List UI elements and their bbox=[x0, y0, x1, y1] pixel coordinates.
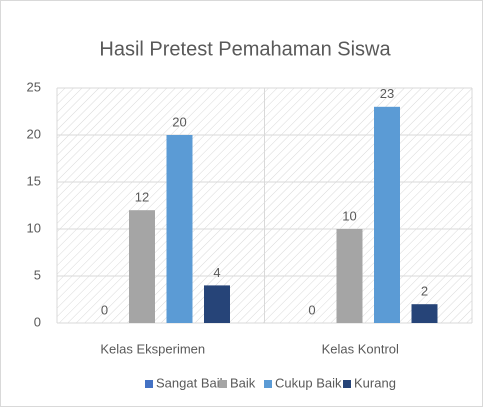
data-label: 2 bbox=[421, 284, 428, 299]
bar bbox=[336, 229, 363, 323]
y-tick-label: 5 bbox=[34, 267, 41, 282]
data-label: 12 bbox=[135, 190, 149, 205]
x-tick-label: Kelas Eksperimen bbox=[100, 341, 205, 356]
y-tick-label: 0 bbox=[34, 314, 41, 329]
data-label: 0 bbox=[101, 302, 108, 317]
y-tick-label: 15 bbox=[27, 173, 41, 188]
bar bbox=[166, 135, 193, 323]
data-label: 0 bbox=[308, 302, 315, 317]
bar bbox=[204, 285, 230, 323]
legend-swatch bbox=[264, 380, 272, 388]
data-label: 20 bbox=[172, 114, 186, 129]
chart-title: Hasil Pretest Pemahaman Siswa bbox=[99, 38, 391, 60]
data-label: 4 bbox=[213, 265, 220, 280]
y-tick-label: 20 bbox=[27, 126, 41, 141]
bar bbox=[411, 304, 438, 323]
legend-swatch bbox=[343, 380, 351, 388]
bar bbox=[374, 106, 400, 323]
legend-label: Baik bbox=[230, 375, 256, 390]
data-label: 23 bbox=[380, 86, 394, 101]
y-tick-label: 10 bbox=[27, 220, 41, 235]
legend-label: Kurang bbox=[354, 375, 396, 390]
legend-swatch bbox=[219, 380, 227, 388]
x-tick-label: Kelas Kontrol bbox=[322, 341, 399, 356]
legend-label: Cukup Baik bbox=[275, 375, 342, 390]
legend-swatch bbox=[145, 380, 153, 388]
legend-label: Sangat Baik bbox=[156, 375, 227, 390]
y-tick-label: 25 bbox=[27, 79, 41, 94]
data-label: 10 bbox=[342, 208, 356, 223]
bar bbox=[129, 210, 155, 323]
